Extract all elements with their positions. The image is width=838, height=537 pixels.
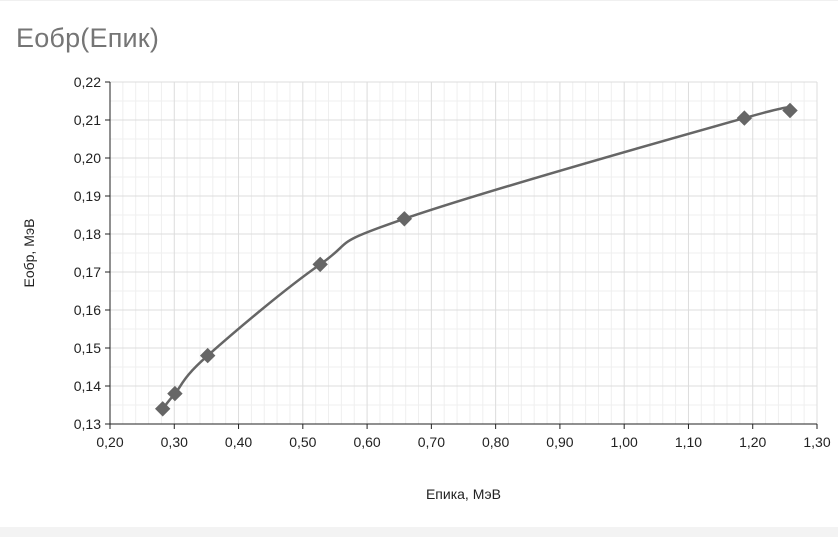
x-tick-label: 1,30 <box>803 434 830 450</box>
y-tick-label: 0,18 <box>74 226 101 242</box>
y-tick-label: 0,19 <box>74 188 101 204</box>
y-tick-label: 0,22 <box>74 74 101 90</box>
y-axis-label: Еобр, МэВ <box>21 218 37 287</box>
data-point-marker <box>199 347 216 364</box>
x-tick-label: 0,20 <box>96 434 123 450</box>
series-line <box>161 106 792 411</box>
x-tick-label: 1,20 <box>739 434 766 450</box>
data-point-marker <box>396 211 413 227</box>
x-tick-label: 1,00 <box>611 434 638 450</box>
data-point-marker <box>154 401 171 417</box>
x-tick-label: 0,50 <box>289 434 316 450</box>
data-point-marker <box>167 385 183 402</box>
data-point-marker <box>782 102 798 119</box>
x-tick-label: 0,40 <box>225 434 252 450</box>
x-axis-label: Епика, МэВ <box>426 486 501 502</box>
x-tick-label: 0,80 <box>482 434 509 450</box>
y-tick-label: 0,15 <box>74 340 101 356</box>
y-tick-label: 0,14 <box>74 378 101 394</box>
x-tick-label: 0,60 <box>353 434 380 450</box>
bottom-strip <box>0 527 838 537</box>
x-tick-label: 0,70 <box>418 434 445 450</box>
y-tick-label: 0,17 <box>74 264 101 280</box>
x-tick-label: 0,90 <box>546 434 573 450</box>
data-point-marker <box>312 256 328 273</box>
y-tick-label: 0,21 <box>74 112 101 128</box>
x-tick-label: 0,30 <box>161 434 188 450</box>
data-point-marker <box>736 110 753 126</box>
y-tick-label: 0,20 <box>74 150 101 166</box>
x-tick-label: 1,10 <box>675 434 702 450</box>
chart-title: Еобр(Епик) <box>16 23 160 53</box>
y-tick-label: 0,16 <box>74 302 101 318</box>
y-tick-label: 0,13 <box>74 416 101 432</box>
